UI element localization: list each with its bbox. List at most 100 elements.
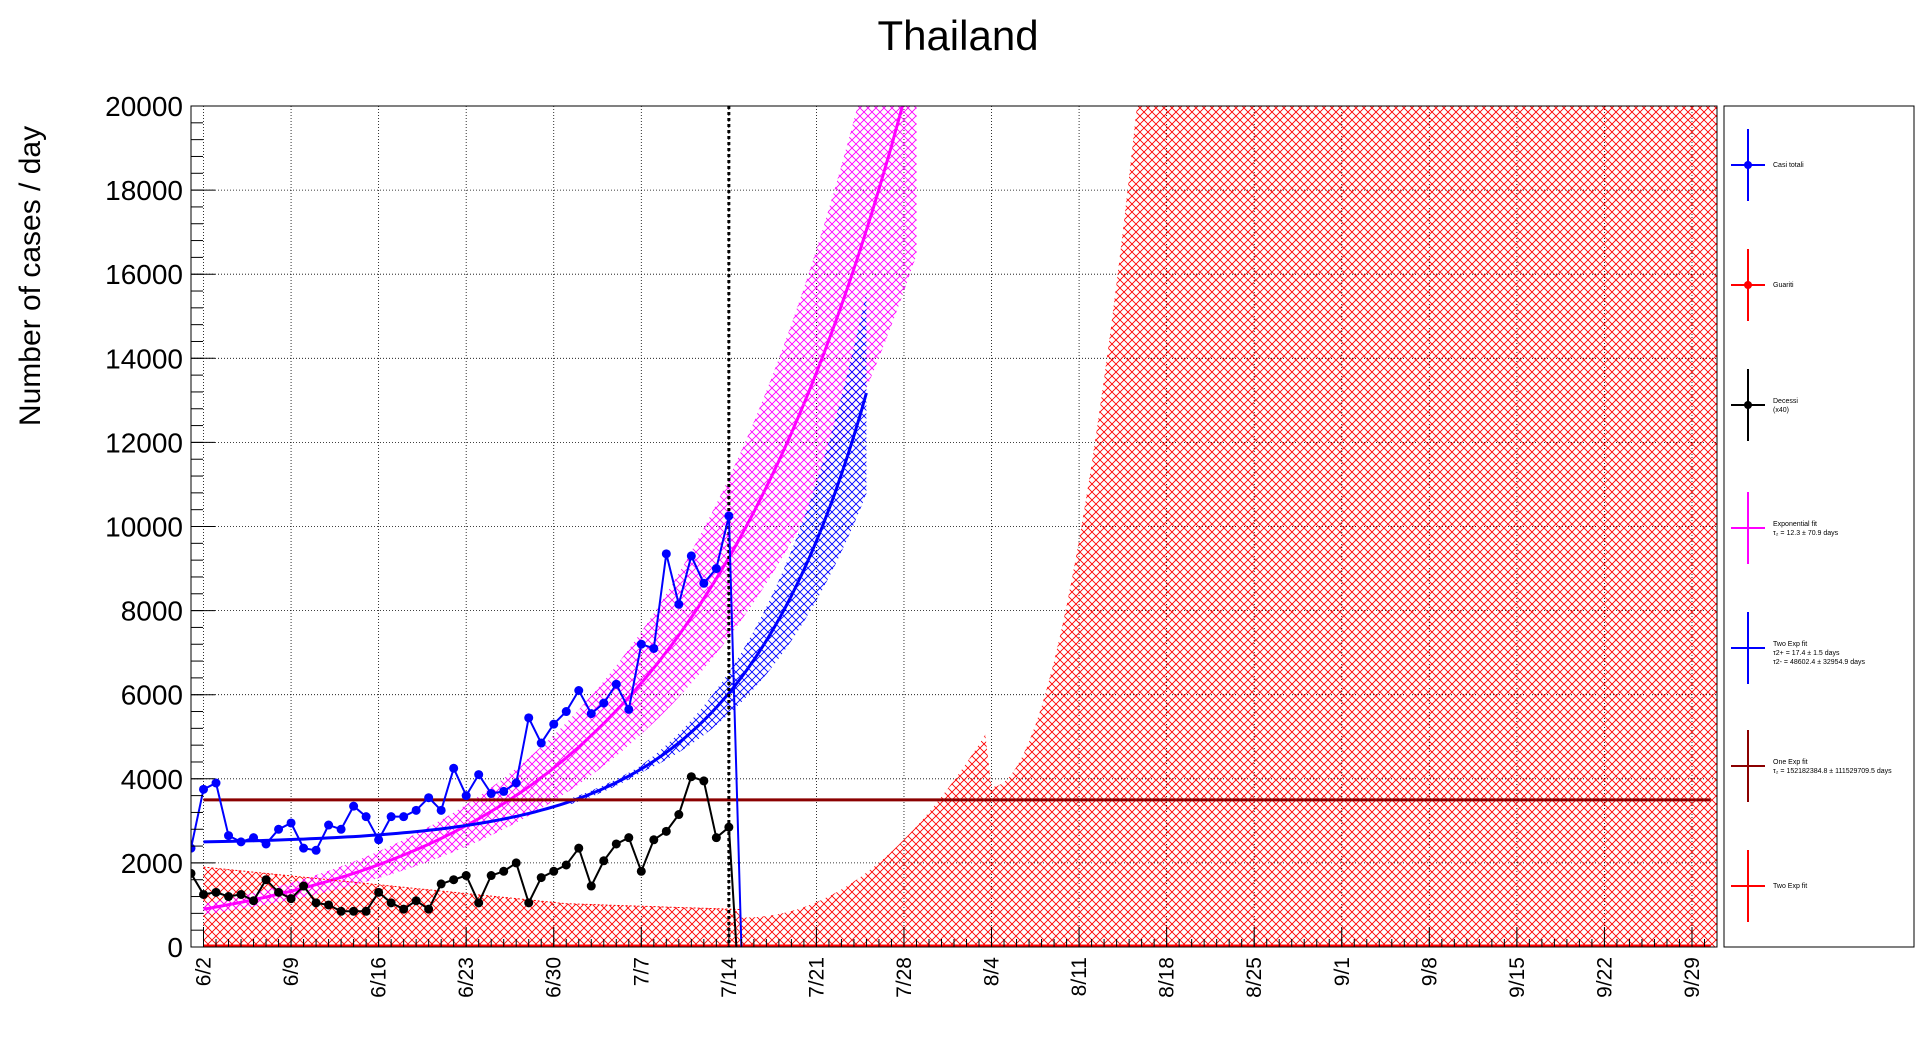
decessi-point [236,889,246,899]
casi-totali-point [236,837,246,847]
decessi-point [649,835,659,845]
decessi-point [661,826,671,836]
casi-totali-point [261,839,271,849]
casi-totali-point [461,791,471,801]
legend-sublabel: τ₂ = 152182384.8 ± 111529709.5 days [1773,768,1892,775]
casi-totali-point [636,639,646,649]
casi-totali-point [536,738,546,748]
casi-totali-point [374,835,384,845]
axes: 0 2000 4000 6000 8000 10000 12000 14000 16000 180… [105,91,1718,998]
x-tick-label: 7/14 [718,957,741,998]
decessi-point [486,871,496,881]
data-series [191,511,743,947]
decessi-point [349,906,359,916]
fit-bands [203,106,1717,947]
decessi-point [611,839,621,849]
casi-totali-point [424,793,434,803]
decessi-point [191,868,196,878]
decessi-point [474,898,484,908]
x-tick-label: 8/18 [1156,957,1179,998]
decessi-point [386,898,396,908]
decessi-point [436,879,446,889]
x-tick-label: 8/25 [1243,957,1266,998]
legend-label: Guariti [1773,282,1794,289]
casi-totali-point [486,789,496,799]
casi-totali-point [361,812,371,822]
x-tick-label: 9/8 [1418,957,1441,986]
legend-label: Two Exp fit [1773,883,1807,890]
casi-totali-point [211,778,221,788]
y-axis-label: Number of cases / day [14,126,47,426]
casi-totali-point [599,698,609,708]
casi-totali-point [449,763,459,773]
decessi-point [424,904,434,914]
decessi-point [199,889,209,899]
decessi-point [399,904,409,914]
x-tick-label: 9/1 [1331,957,1354,986]
decessi-point [449,875,459,885]
casi-totali-point [336,824,346,834]
decessi-point [636,866,646,876]
two-exp-fit-band [203,106,1717,947]
legend-label: Two Exp fit [1773,641,1807,648]
legend: Casi totali Guariti Decessi (x40) Exponentia… [1723,105,1915,948]
casi-totali-point [661,549,671,559]
casi-totali-point [249,833,259,843]
casi-totali-point [499,786,509,796]
decessi-point [674,810,684,820]
x-tick-label: 7/28 [893,957,916,998]
legend-marker-dot [1744,161,1752,169]
decessi-point [724,822,734,832]
casi-totali-point [436,805,446,815]
casi-totali-point [574,685,584,695]
casi-totali-point [311,845,321,855]
legend-marker-dot [1744,401,1752,409]
two-exp-fit-band-blue [566,292,867,806]
legend-sublabel: τ2+ = 17.4 ± 1.5 days [1773,650,1840,657]
casi-totali-point [511,778,521,788]
decessi-point [261,875,271,885]
casi-totali-point [686,551,696,561]
casi-totali-point [286,818,296,828]
casi-totali-point [549,719,559,729]
legend-label: Exponential fit [1773,521,1817,528]
x-tick-label: 9/22 [1593,957,1616,998]
casi-totali-point [199,784,209,794]
legend-box [1723,105,1915,948]
decessi-point [336,906,346,916]
casi-totali-point [624,704,634,714]
chart-title: Thailand [877,12,1038,59]
casi-totali-point [611,679,621,689]
casi-totali-point [224,831,234,841]
x-tick-label: 9/29 [1681,957,1704,998]
x-tick-label: 6/16 [368,957,391,998]
casi-totali-point [274,824,284,834]
legend-label: Decessi [1773,398,1798,405]
x-tick-label: 8/4 [981,957,1004,987]
decessi-point [586,881,596,891]
casi-totali-point [711,564,721,574]
y-tick-label: 0 [167,932,183,963]
casi-totali-point [649,643,659,653]
decessi-point [299,881,309,891]
casi-totali-point [724,511,734,521]
x-tick-label: 6/9 [280,957,303,986]
casi-totali-point [349,801,359,811]
decessi-point [411,896,421,906]
decessi-point [461,871,471,881]
fit-curves [203,106,1711,947]
decessi-point [211,887,221,897]
legend-label: Casi totali [1773,162,1804,169]
decessi-point [274,887,284,897]
decessi-point [361,906,371,916]
decessi-point [511,858,521,868]
y-tick-label: 4000 [121,764,183,795]
legend-marker-dot [1744,281,1752,289]
y-tick-label: 10000 [105,512,183,543]
x-tick-label: 6/30 [543,957,566,998]
x-tick-label: 6/23 [455,957,478,998]
decessi-point [686,772,696,782]
decessi-point [499,866,509,876]
x-tick-label: 6/2 [193,957,216,986]
